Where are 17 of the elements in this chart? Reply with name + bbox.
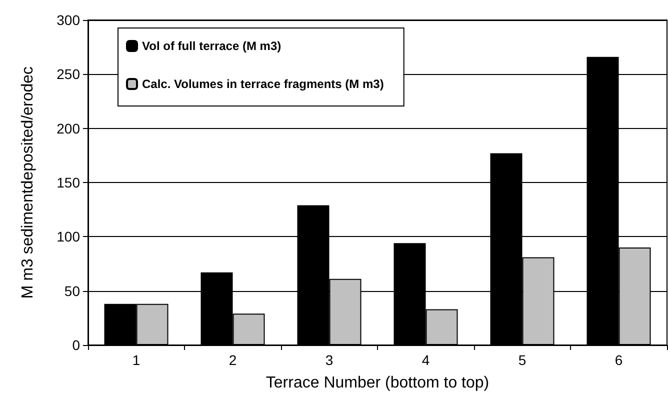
x-tick-label: 4 — [422, 352, 430, 368]
x-tick-label: 2 — [228, 352, 237, 368]
y-tick-label: 100 — [56, 228, 80, 245]
y-axis-title: M m3 sedimentdeposited/erodec — [20, 66, 36, 299]
y-tick-label: 200 — [56, 120, 80, 136]
x-tick-label: 3 — [325, 352, 334, 368]
y-tick-label: 250 — [56, 66, 80, 82]
x-tick-label: 1 — [132, 352, 140, 368]
y-tick-label: 50 — [64, 282, 80, 299]
legend-label: Vol of full terrace (M m3) — [142, 39, 282, 53]
y-tick-label: 150 — [56, 174, 80, 190]
legend-label: Calc. Volumes in terrace fragments (M m3) — [142, 77, 384, 91]
y-tick-label: 0 — [72, 337, 80, 353]
x-axis-title: Terrace Number (bottom to top) — [266, 374, 490, 392]
x-tick-label: 6 — [614, 352, 623, 368]
y-tick-label: 300 — [56, 12, 80, 28]
x-tick-label: 5 — [518, 352, 526, 368]
